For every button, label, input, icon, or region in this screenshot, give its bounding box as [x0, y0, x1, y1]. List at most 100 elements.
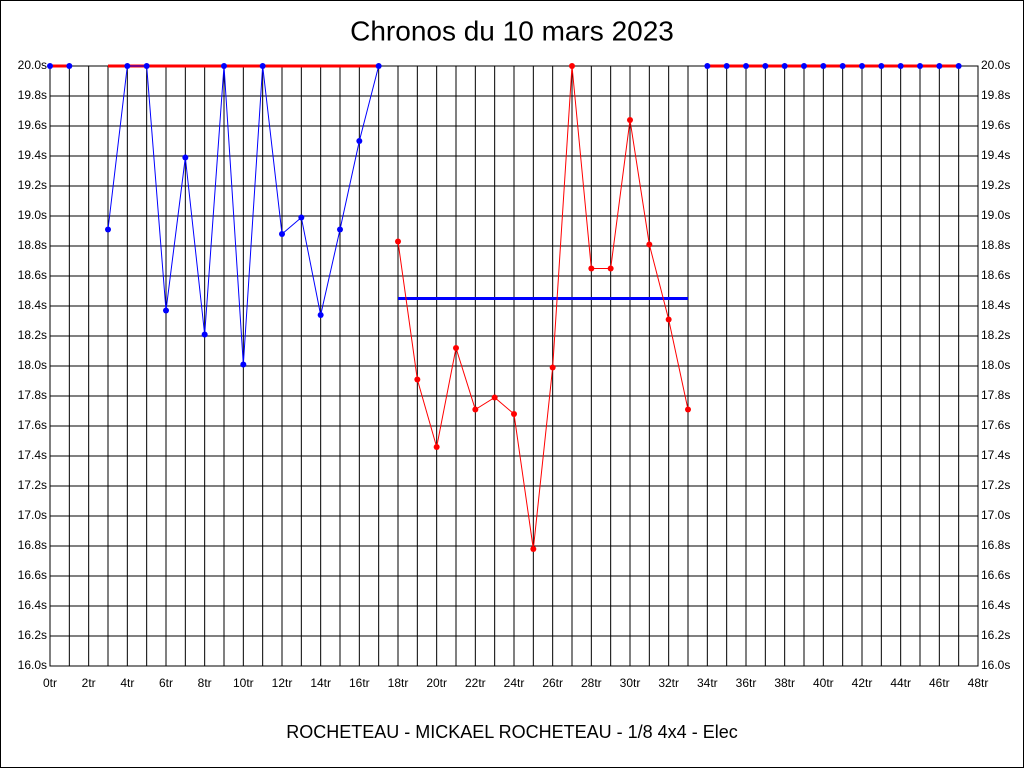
data-point — [414, 376, 421, 383]
x-tick-label: 46tr — [929, 676, 950, 690]
x-tick-label: 22tr — [465, 676, 486, 690]
y-tick-label: 16.0s — [18, 658, 47, 672]
data-point — [897, 63, 904, 69]
x-tick-label: 44tr — [890, 676, 911, 690]
x-tick-label: 4tr — [120, 676, 134, 690]
y-tick-label: 17.8s — [18, 388, 47, 402]
x-tick-label: 34tr — [697, 676, 718, 690]
x-tick-label: 26tr — [542, 676, 563, 690]
y2-tick-label: 19.4s — [981, 148, 1010, 162]
x-tick-label: 30tr — [620, 676, 641, 690]
data-point — [337, 226, 343, 233]
data-point — [395, 238, 401, 245]
data-point — [569, 63, 575, 69]
y-tick-label: 17.4s — [18, 448, 47, 462]
x-tick-label: 14tr — [310, 676, 331, 690]
x-tick-label: 12tr — [272, 676, 293, 690]
data-point — [221, 63, 227, 69]
y2-tick-label: 16.2s — [981, 628, 1010, 642]
data-point — [240, 361, 247, 368]
y-tick-label: 18.0s — [18, 358, 47, 372]
data-point — [47, 63, 53, 69]
y2-tick-label: 20.0s — [981, 58, 1010, 72]
x-tick-label: 6tr — [159, 676, 173, 690]
y-tick-label: 17.0s — [18, 508, 47, 522]
x-axis-label: ROCHETEAU - MICKAEL ROCHETEAU - 1/8 4x4 … — [286, 722, 737, 742]
data-point — [627, 117, 633, 123]
data-point — [723, 63, 730, 69]
data-point — [839, 63, 846, 69]
data-point — [317, 312, 324, 318]
data-point — [163, 307, 169, 314]
x-tick-label: 48tr — [968, 676, 989, 690]
data-point — [917, 63, 923, 69]
y-tick-label: 16.2s — [18, 628, 47, 642]
data-point — [936, 63, 943, 69]
data-point — [704, 63, 711, 69]
y2-tick-label: 18.8s — [981, 238, 1010, 252]
x-tick-label: 18tr — [388, 676, 409, 690]
data-point — [743, 63, 749, 69]
y2-tick-label: 19.0s — [981, 208, 1010, 222]
x-tick-label: 40tr — [813, 676, 834, 690]
data-point — [124, 63, 131, 69]
y-tick-label: 17.6s — [18, 418, 47, 432]
y2-tick-label: 18.0s — [981, 358, 1010, 372]
y2-tick-label: 18.6s — [981, 268, 1010, 282]
data-point — [356, 138, 363, 144]
x-tick-label: 24tr — [504, 676, 525, 690]
y-tick-label: 19.6s — [18, 118, 47, 132]
x-tick-label: 20tr — [426, 676, 447, 690]
y-tick-label: 16.6s — [18, 568, 47, 582]
data-point — [878, 63, 885, 69]
y2-tick-label: 17.4s — [981, 448, 1010, 462]
x-tick-label: 38tr — [774, 676, 795, 690]
data-point — [607, 265, 614, 272]
data-point — [66, 63, 73, 69]
data-point — [511, 411, 517, 417]
x-tick-label: 36tr — [736, 676, 757, 690]
x-tick-label: 2tr — [82, 676, 96, 690]
x-tick-label: 0tr — [43, 676, 57, 690]
series-line — [397, 65, 689, 550]
data-point — [859, 63, 865, 69]
y2-tick-label: 17.6s — [981, 418, 1010, 432]
data-point — [781, 63, 788, 69]
y-tick-label: 19.8s — [18, 88, 47, 102]
y-tick-label: 18.8s — [18, 238, 47, 252]
y2-tick-label: 19.8s — [981, 88, 1010, 102]
data-point — [279, 231, 285, 237]
data-point — [955, 63, 962, 69]
y-tick-label: 18.6s — [18, 268, 47, 282]
data-point — [665, 316, 672, 323]
data-point — [491, 394, 498, 401]
data-point — [298, 214, 305, 221]
y-tick-label: 16.8s — [18, 538, 47, 552]
data-point — [472, 406, 479, 413]
data-point — [143, 63, 150, 69]
data-point — [259, 63, 266, 69]
data-point — [182, 154, 189, 161]
y-tick-label: 19.2s — [18, 178, 47, 192]
y2-tick-label: 16.6s — [981, 568, 1010, 582]
x-tick-label: 8tr — [198, 676, 212, 690]
chart-title: Chronos du 10 mars 2023 — [350, 15, 674, 46]
y2-tick-label: 16.4s — [981, 598, 1010, 612]
y-tick-label: 16.4s — [18, 598, 47, 612]
data-point — [646, 241, 653, 248]
y-tick-label: 18.2s — [18, 328, 47, 342]
x-tick-label: 42tr — [852, 676, 873, 690]
y2-tick-label: 19.6s — [981, 118, 1010, 132]
x-tick-label: 32tr — [658, 676, 679, 690]
data-point — [685, 406, 691, 413]
data-point — [762, 63, 769, 69]
data-point — [549, 364, 556, 371]
y2-tick-label: 18.2s — [981, 328, 1010, 342]
y2-tick-label: 19.2s — [981, 178, 1010, 192]
y2-tick-label: 18.4s — [981, 298, 1010, 312]
data-point — [588, 265, 595, 272]
y-tick-label: 19.4s — [18, 148, 47, 162]
data-point — [820, 63, 827, 69]
x-tick-label: 10tr — [233, 676, 254, 690]
